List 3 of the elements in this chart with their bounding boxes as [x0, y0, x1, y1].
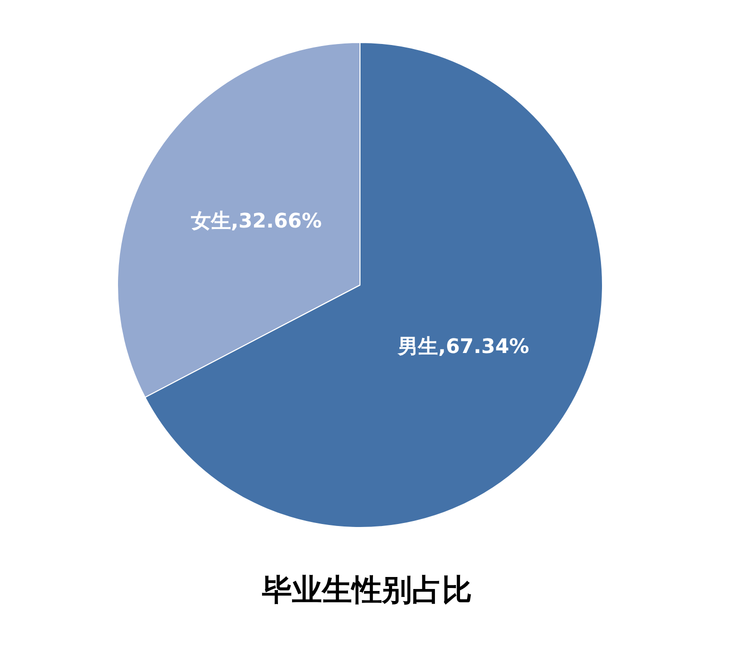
- text: 毕业生性别占比: [261, 572, 473, 610]
- slice-label: 女生,32.66%: [190, 208, 322, 232]
- slice-label: 男生,67.34%: [397, 334, 530, 358]
